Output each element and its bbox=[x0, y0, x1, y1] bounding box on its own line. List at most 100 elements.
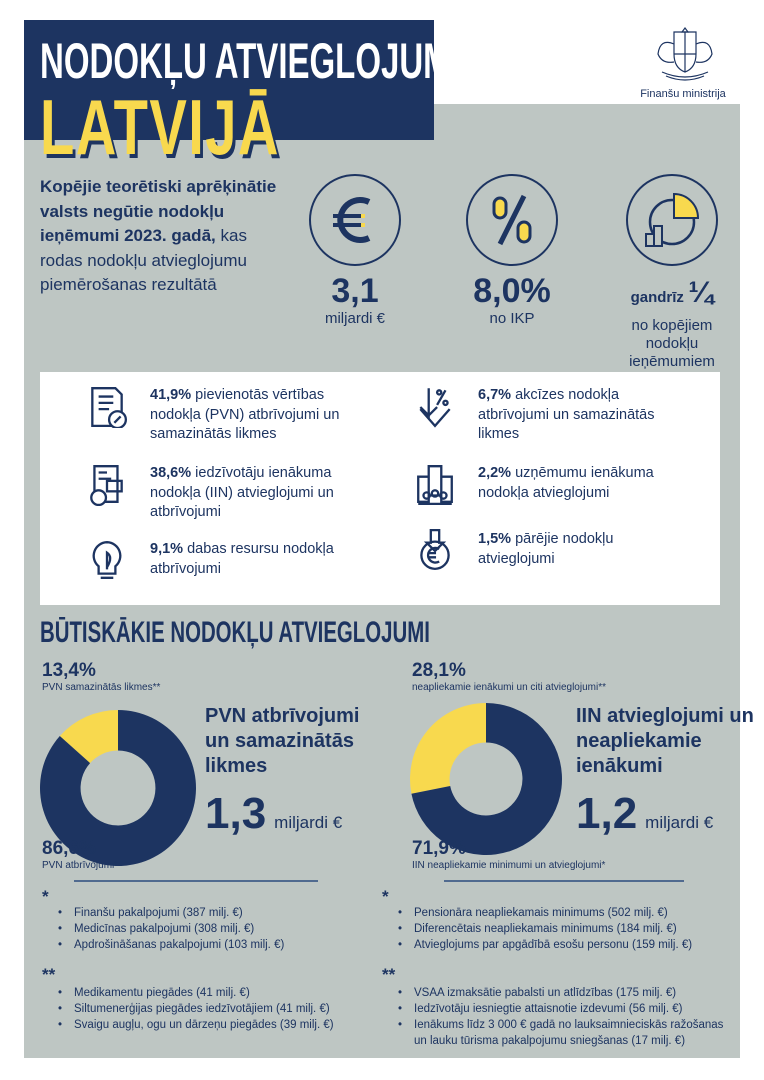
footnote-item: Finanšu pakalpojumi (387 milj. €) bbox=[54, 905, 369, 921]
footnote-list: Pensionāra neapliekamais minimums (502 m… bbox=[394, 905, 734, 953]
summary-text: Kopējie teorētiski aprēķinātie valsts ne… bbox=[40, 175, 280, 298]
footnote-marker: * bbox=[382, 887, 389, 906]
donut-slice bbox=[410, 703, 486, 794]
breakdown-desc: dabas resursu nodokļa atbrīvojumi bbox=[150, 541, 334, 577]
breakdown-text: 2,2% uzņēmumu ienākuma nodokļa atviegloj… bbox=[478, 462, 688, 503]
section-title: BŪTISKĀKIE NODOKĻU ATVIEGLOJUMI bbox=[40, 616, 430, 649]
slice-value: 13,4% bbox=[42, 660, 96, 681]
breakdown-text: 6,7% akcīzes nodokļa atbrīvojumi un sama… bbox=[478, 384, 688, 445]
donut-chart-pvn bbox=[40, 710, 196, 866]
breakdown-item: 2,2% uzņēmumu ienākuma nodokļa atviegloj… bbox=[414, 462, 714, 506]
donut1-bottom-label: 86,6% PVN atbrīvojumi* bbox=[42, 838, 118, 872]
slice-label: neapliekamie ienākumi un citi atviegloju… bbox=[412, 682, 606, 693]
breakdown-desc: akcīzes nodokļa atbrīvojumi un samazināt… bbox=[478, 387, 655, 442]
divider bbox=[74, 880, 318, 882]
document-percent-icon bbox=[91, 387, 128, 428]
percent-icon bbox=[466, 174, 558, 266]
euro-coin-arrow-icon bbox=[420, 528, 450, 571]
kpi-value: ¼ bbox=[688, 276, 714, 309]
footnote-list: Finanšu pakalpojumi (387 milj. €)Medicīn… bbox=[54, 905, 369, 953]
lightbulb-leaf-icon bbox=[92, 541, 122, 579]
total-value: 1,2 bbox=[576, 789, 638, 838]
footnote-item: Ienākums līdz 3 000 € gadā no lauksaimni… bbox=[394, 1017, 734, 1049]
slice-label: IIN neapliekamie minimumi un atvieglojum… bbox=[412, 860, 606, 871]
header-banner bbox=[24, 20, 434, 140]
euro-icon bbox=[309, 174, 401, 266]
footnote-item: Iedzīvotāju iesniegtie attaisnotie izdev… bbox=[394, 1001, 734, 1017]
footnote-item: Medikamentu piegādes (41 milj. €) bbox=[54, 985, 369, 1001]
page-title-country: LATVIJĀ bbox=[40, 83, 280, 171]
footnote-item: Atvieglojums par apgādībā esošu personu … bbox=[394, 937, 734, 953]
slice-value: 28,1% bbox=[412, 660, 466, 681]
ministry-name: Finanšu ministrija bbox=[640, 88, 726, 100]
footnote-marker: ** bbox=[42, 965, 56, 984]
kpi-prefix: gandrīz bbox=[630, 289, 684, 306]
donut1-title: PVN atbrīvojumi un samazinātās likmes bbox=[205, 705, 360, 777]
donut2-title: IIN atvieglojumi un neapliekamie ienākum… bbox=[576, 705, 754, 777]
donut-slice bbox=[411, 703, 562, 855]
footnote-item: Apdrošināšanas pakalpojumi (103 milj. €) bbox=[54, 937, 369, 953]
income-tax-icon bbox=[90, 465, 123, 506]
breakdown-pct: 6,7% bbox=[478, 387, 512, 403]
breakdown-item: 41,9% pievienotās vērtības nodokļa (PVN)… bbox=[86, 384, 386, 445]
summary-regular: kas rodas nodokļu atvieglojumu piemēroša… bbox=[40, 226, 247, 294]
donut1-total: 1,3 miljardi € bbox=[205, 790, 342, 848]
footnote-item: Siltumenerģijas piegādes iedzīvotājiem (… bbox=[54, 1001, 369, 1017]
footnote-item: Pensionāra neapliekamais minimums (502 m… bbox=[394, 905, 734, 921]
breakdown-box bbox=[40, 372, 720, 605]
company-building-icon bbox=[417, 465, 453, 506]
breakdown-item: 6,7% akcīzes nodokļa atbrīvojumi un sama… bbox=[414, 384, 714, 445]
breakdown-desc: iedzīvotāju ienākuma nodokļa (IIN) atvie… bbox=[150, 465, 334, 520]
footnote-list: Medikamentu piegādes (41 milj. €)Siltume… bbox=[54, 985, 369, 1033]
coat-of-arms-logo bbox=[657, 27, 713, 81]
slice-label: PVN atbrīvojumi* bbox=[42, 860, 119, 871]
total-value: 1,3 bbox=[205, 789, 267, 838]
summary-bold: Kopējie teorētiski aprēķinātie valsts ne… bbox=[40, 177, 277, 245]
breakdown-pct: 38,6% bbox=[150, 465, 192, 481]
kpi-label: no IKP bbox=[489, 310, 535, 327]
donut2-bottom-label: 71,9% IIN neapliekamie minimumi un atvieg… bbox=[412, 838, 605, 872]
total-unit: miljardi € bbox=[645, 813, 714, 832]
kpi-value: 8,0% bbox=[473, 272, 551, 310]
breakdown-text: 41,9% pievienotās vērtības nodokļa (PVN)… bbox=[150, 384, 360, 445]
donut2-total: 1,2 miljardi € bbox=[576, 790, 713, 848]
footnote-item: Diferencētais neapliekamais minimums (18… bbox=[394, 921, 734, 937]
breakdown-desc: uzņēmumu ienākuma nodokļa atvieglojumi bbox=[478, 465, 654, 501]
breakdown-item: 9,1% dabas resursu nodokļa atbrīvojumi bbox=[86, 538, 386, 582]
divider bbox=[444, 880, 684, 882]
breakdown-pct: 1,5% bbox=[478, 531, 512, 547]
kpi-label: no kopējiem nodokļu ieņēmumiem bbox=[629, 317, 715, 370]
breakdown-desc: pievienotās vērtības nodokļa (PVN) atbrī… bbox=[150, 387, 340, 442]
breakdown-item: 38,6% iedzīvotāju ienākuma nodokļa (IIN)… bbox=[86, 462, 386, 523]
breakdown-pct: 9,1% bbox=[150, 541, 184, 557]
footnote-marker: * bbox=[42, 887, 49, 906]
donut2-top-label: 28,1% neapliekamie ienākumi un citi atvie… bbox=[412, 660, 606, 694]
kpi-share: gandrīz ¼ no kopējiem nodokļu ieņēmumiem bbox=[607, 174, 737, 371]
donut-slice bbox=[40, 710, 196, 866]
breakdown-pct: 2,2% bbox=[478, 465, 512, 481]
breakdown-text: 38,6% iedzīvotāju ienākuma nodokļa (IIN)… bbox=[150, 462, 360, 523]
footnote-marker: ** bbox=[382, 965, 396, 984]
footnote-list: VSAA izmaksātie pabalsti un atlīdzības (… bbox=[394, 985, 734, 1049]
percent-down-arrow-icon bbox=[419, 388, 451, 428]
footnote-item: Medicīnas pakalpojumi (308 milj. €) bbox=[54, 921, 369, 937]
kpi-label: miljardi € bbox=[324, 310, 385, 327]
slice-value: 86,6% bbox=[42, 838, 96, 859]
breakdown-pct: 41,9% bbox=[150, 387, 192, 403]
slice-value: 71,9% bbox=[412, 838, 466, 859]
slice-label: PVN samazinātās likmes** bbox=[42, 682, 161, 693]
breakdown-item: 1,5% pārējie nodokļu atvieglojumi bbox=[414, 528, 714, 572]
pie-chart-icon bbox=[626, 174, 718, 266]
breakdown-text: 9,1% dabas resursu nodokļa atbrīvojumi bbox=[150, 538, 360, 579]
kpi-value-row: gandrīz ¼ bbox=[607, 276, 737, 315]
kpi-gdp: 8,0% no IKP bbox=[447, 174, 577, 328]
footnote-item: Svaigu augļu, ogu un dārzeņu piegādes (3… bbox=[54, 1017, 369, 1033]
donut-chart-iin bbox=[410, 703, 562, 855]
page-title: NODOKĻU ATVIEGLOJUMI bbox=[40, 33, 460, 89]
breakdown-desc: pārējie nodokļu atvieglojumi bbox=[478, 531, 614, 567]
breakdown-text: 1,5% pārējie nodokļu atvieglojumi bbox=[478, 528, 688, 569]
total-unit: miljardi € bbox=[274, 813, 343, 832]
donut-slice bbox=[59, 710, 118, 764]
footnote-item: VSAA izmaksātie pabalsti un atlīdzības (… bbox=[394, 985, 734, 1001]
kpi-value: 3,1 bbox=[331, 272, 379, 310]
